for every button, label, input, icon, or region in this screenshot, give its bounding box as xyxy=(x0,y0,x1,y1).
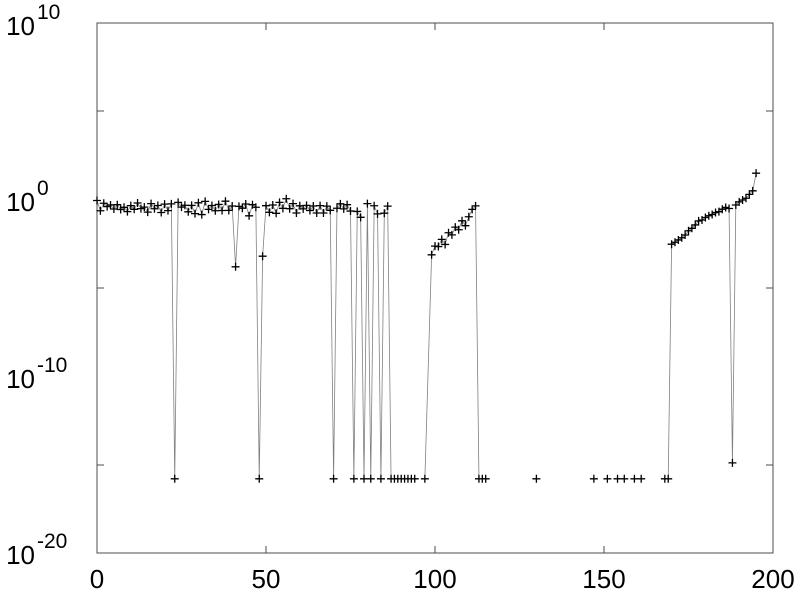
svg-text:-10: -10 xyxy=(37,354,67,377)
svg-text:10: 10 xyxy=(6,364,35,394)
svg-text:150: 150 xyxy=(582,564,625,594)
svg-text:-20: -20 xyxy=(37,530,67,553)
svg-text:0: 0 xyxy=(37,177,49,200)
svg-text:100: 100 xyxy=(413,564,456,594)
svg-text:0: 0 xyxy=(90,564,104,594)
svg-text:200: 200 xyxy=(751,564,794,594)
svg-text:10: 10 xyxy=(6,11,35,41)
svg-text:10: 10 xyxy=(37,1,60,24)
svg-text:50: 50 xyxy=(252,564,281,594)
svg-text:10: 10 xyxy=(6,540,35,570)
svg-text:10: 10 xyxy=(6,187,35,217)
